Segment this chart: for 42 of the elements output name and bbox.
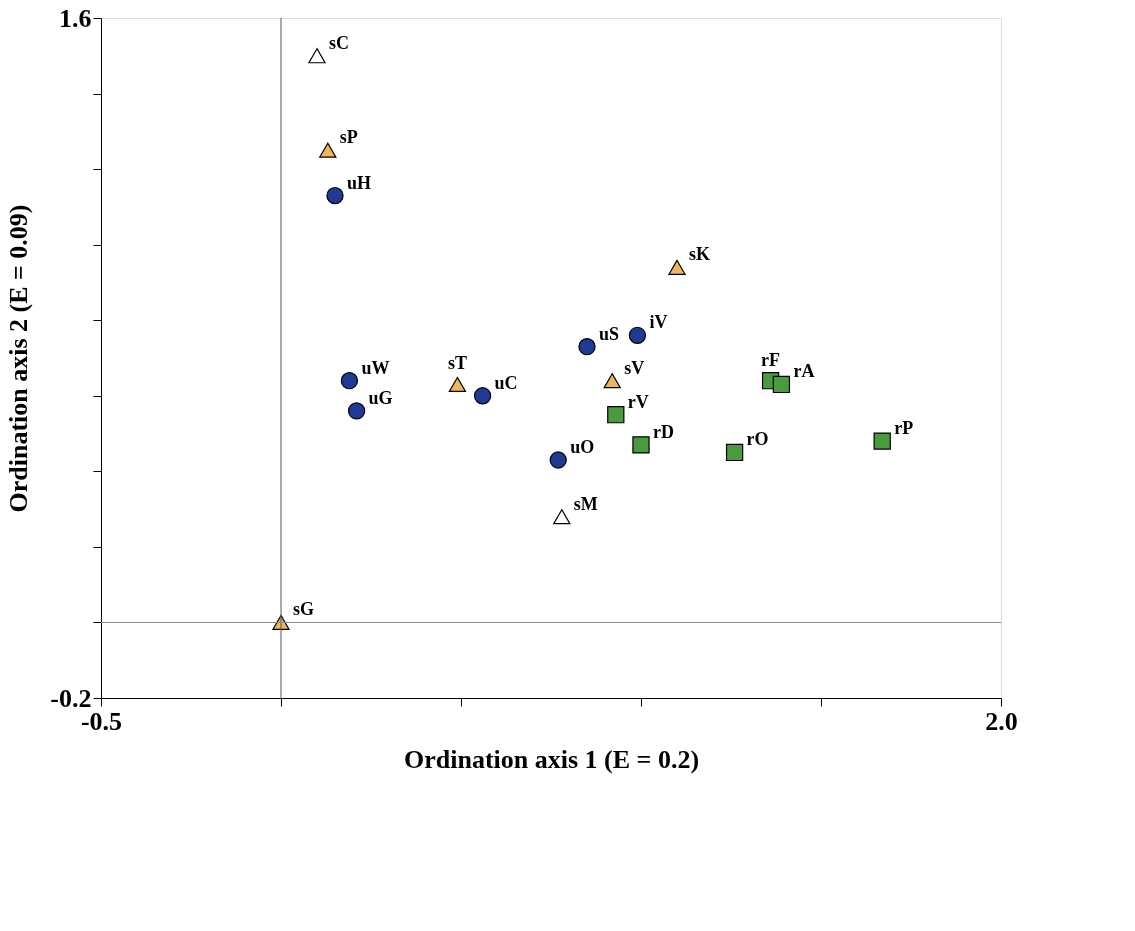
point: [340, 372, 359, 390]
point: [632, 436, 650, 454]
x-axis-title: Ordination axis 1 (E = 0.2): [403, 744, 700, 774]
annotation: sV: [624, 357, 645, 378]
annotation: sG: [293, 599, 315, 620]
annotation: uS: [599, 323, 620, 344]
annotation: sT: [447, 353, 467, 374]
y-tick-label: 1.6: [59, 3, 92, 33]
point: [553, 509, 571, 525]
annotation: uC: [494, 372, 518, 393]
point: [448, 376, 467, 393]
point: [308, 48, 326, 64]
annotation: sK: [689, 244, 711, 265]
annotation: rO: [746, 429, 769, 450]
x-tick-label: 2.0: [985, 706, 1018, 736]
point: [628, 326, 647, 344]
point: [603, 373, 621, 389]
point: [668, 259, 686, 275]
annotation: uG: [368, 387, 393, 408]
point: [549, 451, 567, 469]
annotation: rF: [761, 349, 781, 370]
point: [326, 186, 344, 205]
annotation: rV: [627, 391, 649, 412]
y-axis-title: Ordination axis 2 (E = 0.09): [4, 204, 34, 513]
annotation: uH: [347, 172, 372, 193]
point: [347, 402, 366, 420]
annotation: rD: [653, 421, 674, 442]
annotation: sP: [339, 127, 358, 148]
point: [607, 406, 625, 424]
point: [578, 338, 596, 356]
annotation: uW: [361, 357, 390, 378]
annotation: iV: [649, 312, 668, 333]
point: [473, 387, 492, 405]
point: [319, 142, 337, 158]
annotation: sC: [329, 32, 350, 53]
point: [873, 432, 891, 450]
annotation: uO: [570, 437, 595, 457]
point: [725, 443, 744, 462]
point: [772, 375, 791, 394]
annotation: rA: [793, 361, 815, 382]
annotation: sM: [573, 493, 598, 514]
annotation: rP: [894, 418, 914, 439]
